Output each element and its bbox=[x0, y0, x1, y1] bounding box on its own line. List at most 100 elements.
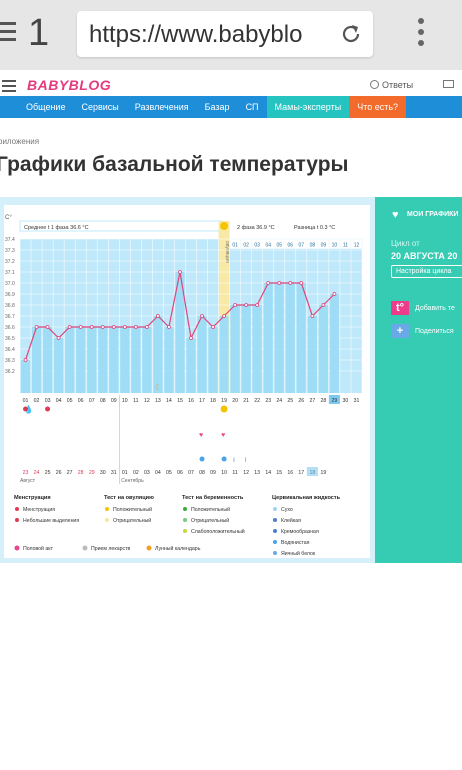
legend-marker bbox=[273, 507, 277, 511]
nav-item-bazaar[interactable]: Базар bbox=[204, 102, 230, 112]
phase2-day-tick: 03 bbox=[254, 243, 260, 249]
y-tick-label: 36.2 bbox=[5, 369, 15, 375]
date-tick-label: 19 bbox=[320, 470, 326, 476]
date-tick-label: 05 bbox=[166, 470, 172, 476]
nav-item-services[interactable]: Сервисы bbox=[81, 102, 119, 112]
x-tick-label: 20 bbox=[232, 398, 238, 404]
temperature-bar bbox=[54, 338, 64, 393]
temperature-bar bbox=[230, 305, 240, 393]
temperature-point bbox=[67, 325, 72, 329]
temperature-point bbox=[222, 314, 226, 318]
temperature-point bbox=[133, 325, 138, 329]
y-tick-label: 36.7 bbox=[5, 314, 15, 320]
cycle-settings-button[interactable]: Настройка цикла bbox=[391, 265, 462, 278]
x-tick-label: 23 bbox=[265, 398, 271, 404]
bbt-chart[interactable]: Среднее t 1 фаза 36.6 °C 2 фаза 36.9 °C Ра… bbox=[4, 205, 370, 558]
answers-link[interactable]: Ответы bbox=[370, 80, 413, 90]
temperature-bar bbox=[186, 338, 196, 393]
moon-icon: ☾ bbox=[155, 383, 162, 392]
temperature-bar bbox=[131, 327, 141, 393]
month-label: Сентябрь bbox=[121, 478, 144, 484]
today-marker bbox=[306, 467, 318, 476]
date-tick-label: 09 bbox=[210, 470, 216, 476]
legend-item: Сухо bbox=[281, 507, 293, 513]
answers-label: Ответы bbox=[382, 80, 414, 90]
legend-bottom-marker bbox=[146, 545, 152, 551]
temperature-bar bbox=[175, 272, 185, 393]
temperature-bar bbox=[296, 283, 306, 393]
nav-item-communication[interactable]: Общение bbox=[26, 102, 66, 112]
fluid-watery-icon bbox=[221, 456, 227, 462]
temperature-point bbox=[266, 281, 271, 285]
date-tick-label: 08 bbox=[199, 470, 205, 476]
x-tick-label: 26 bbox=[298, 398, 304, 404]
menu-icon[interactable] bbox=[0, 22, 16, 42]
y-tick-label: 37.3 bbox=[5, 248, 15, 254]
phase2-day-tick: 07 bbox=[299, 243, 305, 249]
menstruation-dot bbox=[45, 406, 51, 412]
url-text[interactable]: https://www.babyblo bbox=[89, 21, 303, 48]
phase2-day-tick: 09 bbox=[321, 243, 327, 249]
x-tick-label: 08 bbox=[100, 398, 106, 404]
temperature-bar bbox=[164, 327, 174, 393]
legend-item: Менструация bbox=[23, 507, 55, 513]
nav-item-sp[interactable]: СП bbox=[245, 102, 259, 112]
nav-item-entertainment[interactable]: Развлечения bbox=[134, 102, 189, 112]
legend-marker bbox=[183, 507, 187, 511]
logo[interactable]: BABYBLOG bbox=[27, 77, 112, 93]
ovulation-band bbox=[218, 221, 230, 393]
intercourse-icon: ♥ bbox=[199, 432, 203, 439]
date-tick-label: 28 bbox=[78, 470, 84, 476]
y-tick-label: 37.4 bbox=[5, 237, 15, 243]
share-button[interactable]: + Поделиться bbox=[391, 324, 454, 338]
phase2-day-tick: 01 bbox=[232, 243, 238, 249]
cycle-date: 20 АВГУСТА 20 bbox=[391, 251, 458, 261]
nav-item-whatsnew[interactable]: Что есть? bbox=[349, 96, 407, 118]
legend-item: Отрицательный bbox=[113, 517, 151, 524]
mail-icon[interactable] bbox=[443, 80, 454, 88]
temperature-bar bbox=[241, 305, 251, 393]
breadcrumb[interactable]: риложения bbox=[0, 137, 40, 146]
legend-item: Положительный bbox=[113, 506, 152, 513]
url-bar[interactable]: https://www.babyblo bbox=[77, 11, 373, 57]
temperature-point bbox=[332, 292, 337, 296]
x-tick-label: 31 bbox=[354, 398, 360, 404]
ovulation-test-positive bbox=[220, 405, 228, 413]
temperature-point bbox=[233, 303, 238, 307]
phase2-day-tick: 05 bbox=[276, 243, 282, 249]
legend-item: Водянистая bbox=[281, 540, 310, 546]
add-test-button[interactable]: t° Добавить те bbox=[391, 301, 455, 315]
y-tick-label: 36.5 bbox=[5, 336, 15, 342]
x-tick-label: 06 bbox=[78, 398, 84, 404]
temperature-point bbox=[299, 281, 304, 285]
date-tick-label: 02 bbox=[133, 470, 139, 476]
date-tick-label: 14 bbox=[265, 470, 271, 476]
temperature-bar bbox=[219, 316, 229, 393]
my-charts-title[interactable]: МОИ ГРАФИКИ bbox=[407, 211, 459, 218]
y-unit: C° bbox=[5, 215, 12, 221]
temperature-bar bbox=[263, 283, 273, 393]
date-tick-label: 12 bbox=[243, 470, 249, 476]
temperature-point bbox=[89, 325, 94, 329]
legend-marker bbox=[183, 518, 187, 522]
tab-count[interactable]: 1 bbox=[28, 12, 50, 54]
x-tick-label: 24 bbox=[276, 398, 282, 404]
nav-item-experts[interactable]: Мамы-эксперты bbox=[266, 96, 350, 118]
temperature-point bbox=[100, 325, 105, 329]
x-tick-label: 10 bbox=[122, 398, 128, 404]
x-tick-label: 21 bbox=[243, 398, 249, 404]
site-menu-icon[interactable] bbox=[2, 80, 16, 95]
overflow-menu-icon[interactable] bbox=[418, 18, 426, 50]
phase2-day-tick: 11 bbox=[343, 243, 348, 249]
answers-icon bbox=[370, 80, 379, 89]
ovulation-marker bbox=[220, 222, 229, 230]
legend-marker bbox=[273, 540, 277, 544]
temperature-point bbox=[288, 281, 293, 285]
phase2-day-tick: 04 bbox=[265, 243, 271, 249]
y-tick-label: 36.4 bbox=[5, 347, 15, 353]
reload-icon[interactable] bbox=[339, 22, 363, 46]
temperature-point bbox=[310, 314, 315, 318]
y-tick-label: 37.0 bbox=[5, 281, 15, 287]
page-title: Графики базальной температуры bbox=[0, 153, 349, 176]
x-tick-label: 11 bbox=[133, 398, 138, 404]
